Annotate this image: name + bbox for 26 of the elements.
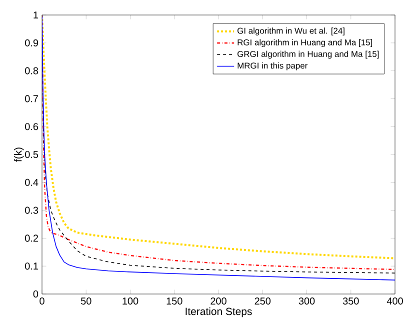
y-tick-label: 0.5 (25, 150, 38, 158)
x-axis-title: Iteration Steps (186, 307, 252, 318)
y-tick-label: 0.6 (25, 123, 38, 130)
y-tick-label: 0.2 (25, 234, 38, 242)
legend-label: MRGI in this paper (238, 62, 308, 70)
x-tick-label: 50 (80, 298, 92, 305)
y-tick-label: 0.9 (25, 39, 38, 46)
y-tick-label: 0.1 (25, 262, 38, 270)
x-tick-label: 0 (40, 298, 44, 305)
x-tick-label: 300 (298, 298, 315, 305)
y-tick-label: 0 (33, 290, 38, 298)
y-tick-label: 0.7 (25, 95, 38, 102)
y-tick-label: 0.8 (25, 67, 38, 74)
y-axis-title: f(k) (14, 148, 24, 162)
y-tick-label: 0.3 (25, 206, 38, 214)
y-tick-label: 0.4 (25, 178, 38, 186)
legend-label: RGI algorithm in Huang and Ma [15] (238, 39, 372, 48)
x-tick-label: 100 (122, 298, 138, 305)
x-tick-label: 400 (386, 298, 403, 305)
legend-label: GI algorithm in Wu et al. [24] (238, 28, 344, 36)
x-tick-label: 250 (254, 298, 271, 305)
x-tick-label: 350 (342, 298, 359, 305)
x-tick-label: 150 (166, 298, 182, 305)
y-tick-label: 1 (34, 12, 38, 18)
x-tick-label: 200 (210, 298, 226, 305)
legend-label: GRGI algorithm in Huang and Ma [15] (238, 50, 379, 59)
